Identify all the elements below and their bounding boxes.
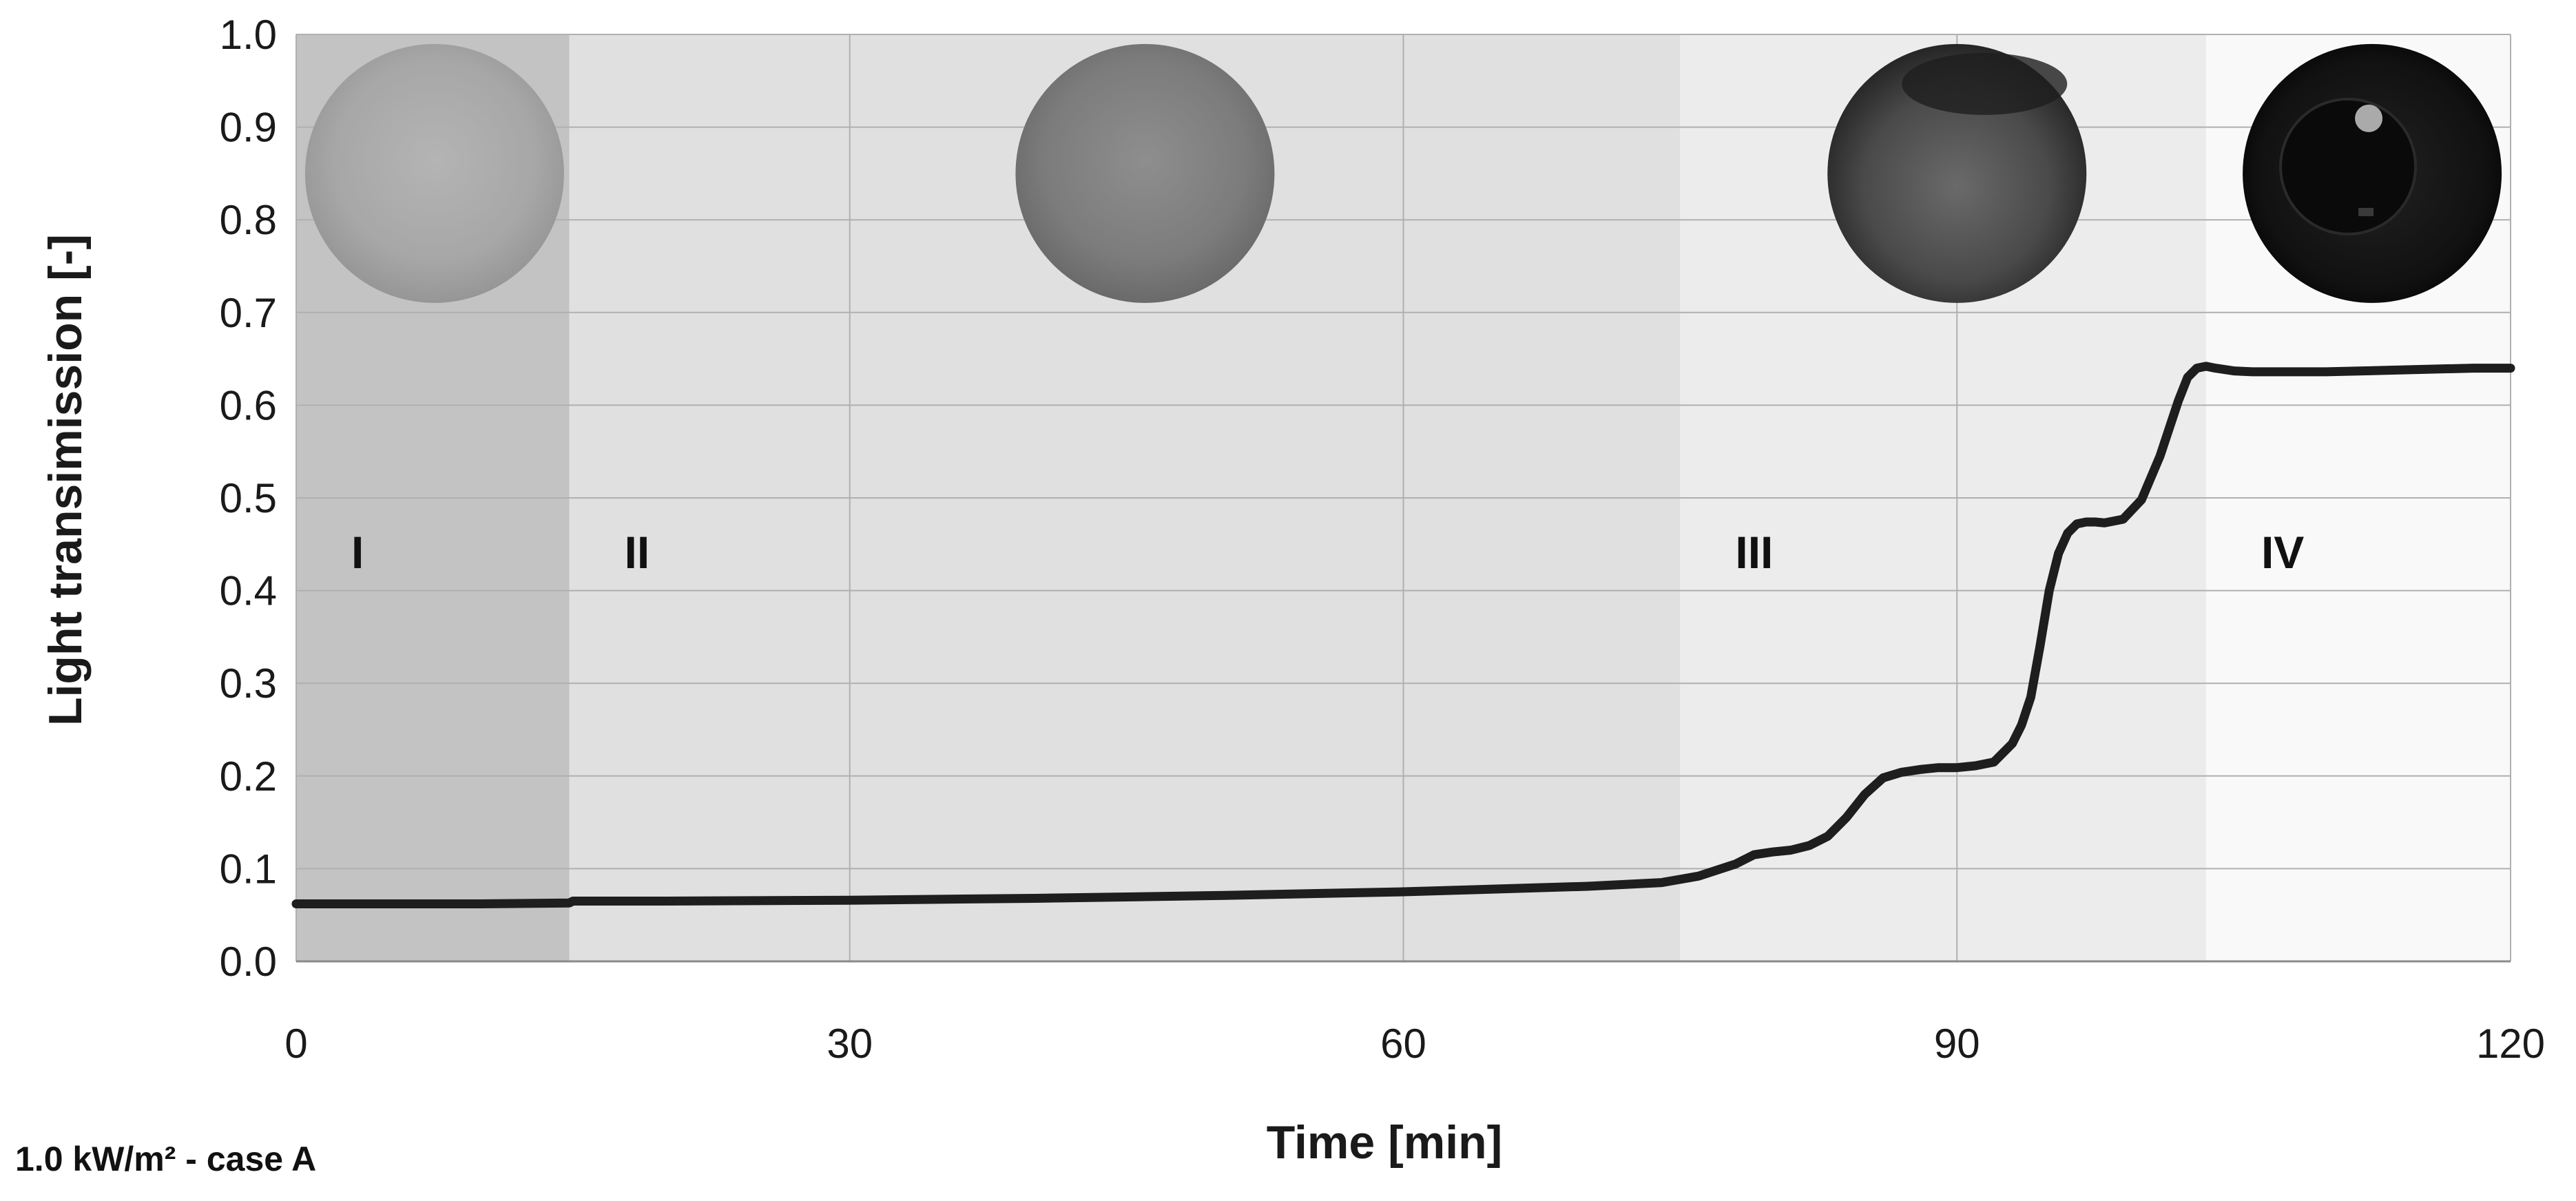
y-tick-label: 0.1 [220, 846, 277, 892]
small-mark [2358, 207, 2374, 216]
gridlines [295, 34, 2511, 963]
chart-caption: 1.0 kW/m² - case A [15, 1140, 316, 1178]
y-tick-label: 0.9 [220, 105, 277, 151]
inner-ring [2279, 97, 2418, 236]
sample-photo-phase-1 [304, 43, 564, 303]
x-axis-title: Time [min] [1267, 1116, 1503, 1169]
y-tick-label: 0.4 [220, 568, 277, 614]
phase-label-3: III [1735, 527, 1773, 578]
x-tick-label: 0 [284, 1021, 307, 1067]
y-tick-label: 0.6 [220, 382, 277, 428]
y-tick-label: 0.8 [220, 197, 277, 243]
phase-label-2: II [625, 527, 650, 578]
x-tick-label: 120 [2476, 1021, 2545, 1067]
series-layer [291, 362, 2515, 908]
y-tick-label: 0.5 [220, 475, 277, 521]
sample-photo-phase-1-disc [304, 43, 564, 303]
sample-photo-phase-2-disc [1015, 43, 1275, 303]
series-line-1 [291, 362, 2515, 908]
x-tick-label: 60 [1380, 1021, 1426, 1067]
y-tick-label: 0.3 [220, 660, 277, 707]
sample-photo-phase-2 [1015, 43, 1275, 303]
phase-label-1: I [351, 527, 364, 578]
y-axis-title: Light transimission [-] [39, 234, 92, 726]
y-tick-label: 1.0 [220, 12, 277, 58]
phase-label-4: IV [2261, 527, 2304, 578]
y-tick-label: 0.7 [220, 290, 277, 336]
sample-photo-phase-3 [1827, 43, 2087, 303]
sample-photos [304, 43, 2502, 303]
dark-patch [1902, 52, 2068, 115]
x-tick-label: 30 [827, 1021, 873, 1067]
phase-labels: I II III IV [351, 527, 2304, 578]
sample-photo-phase-4 [2243, 43, 2502, 303]
x-tick-label: 90 [1934, 1021, 1980, 1067]
y-tick-label: 0.0 [220, 939, 277, 985]
tick-labels: 0.0 0.1 0.2 0.3 0.4 0.5 0.6 0.7 0.8 0.9 1.0 0 30 60 90… [220, 12, 2545, 1067]
y-tick-label: 0.2 [220, 753, 277, 800]
light-spot [2355, 104, 2383, 132]
